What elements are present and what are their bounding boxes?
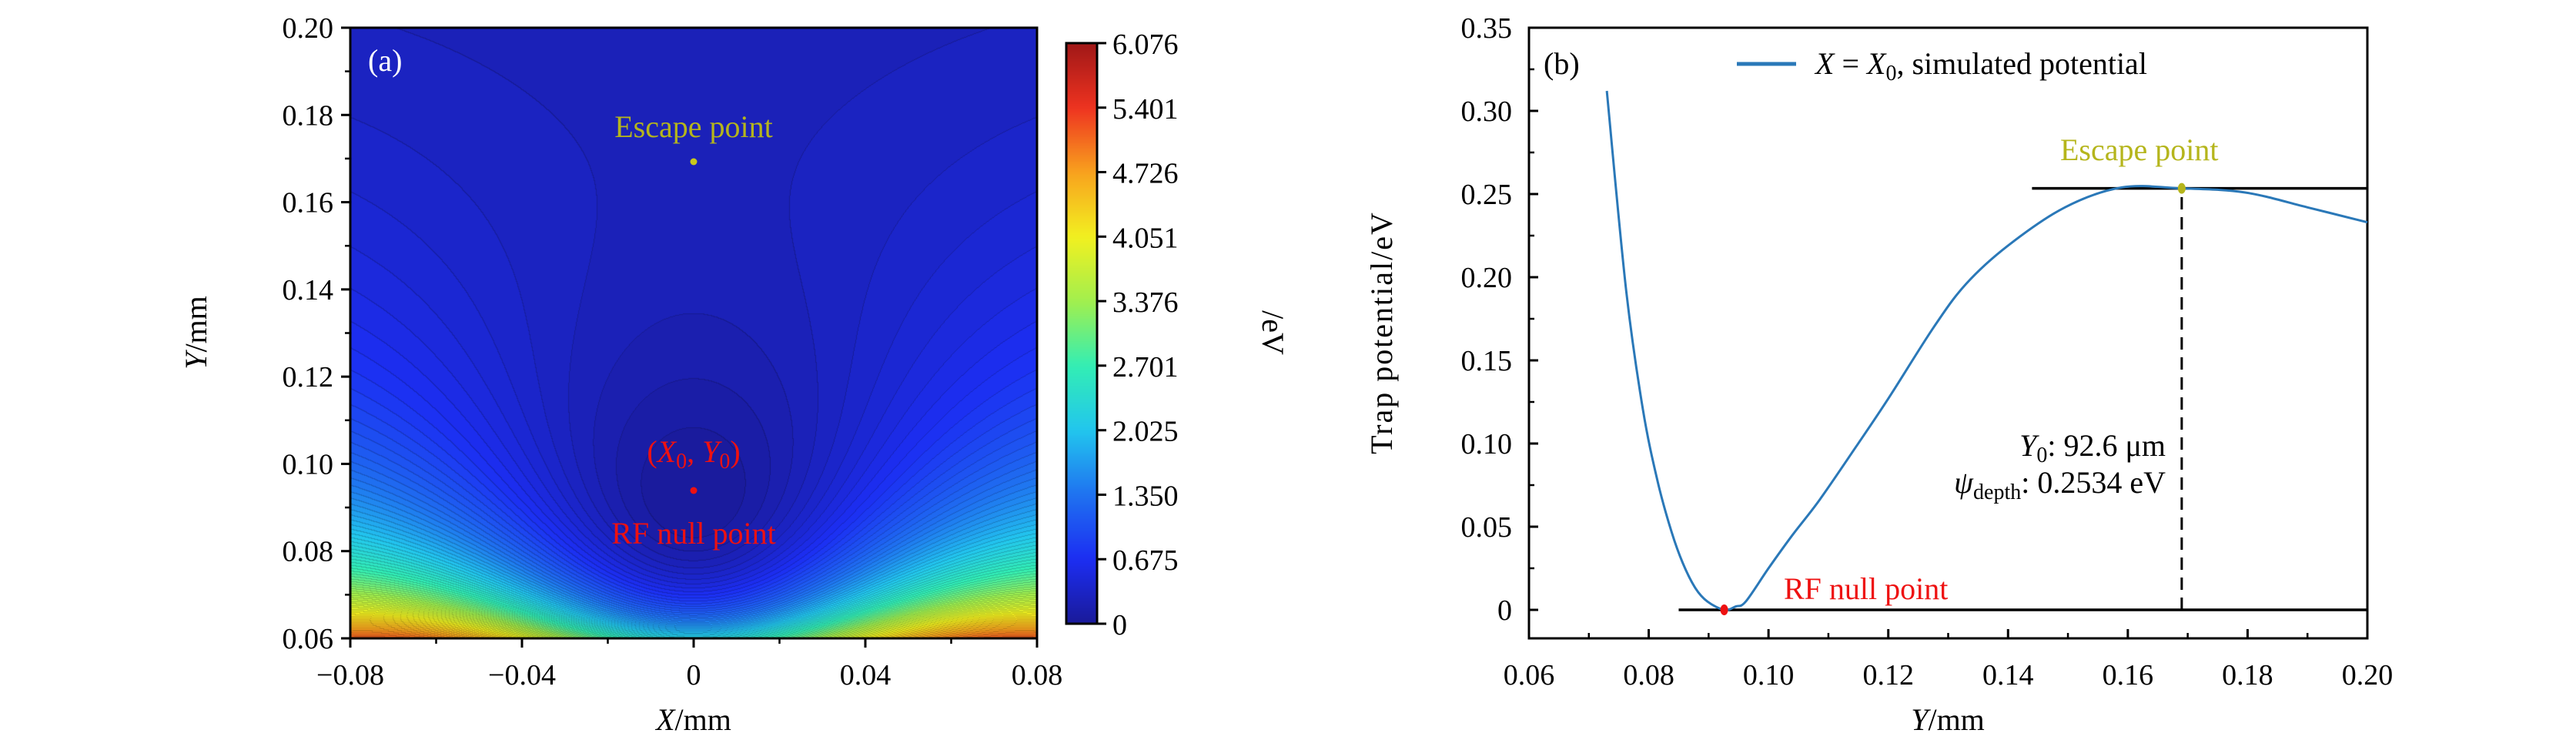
x-axis-label-b: Y/mm	[1911, 702, 1985, 737]
colorbar	[1066, 43, 1097, 624]
colorbar-label: /eV	[1256, 310, 1290, 355]
y-tick-label-a: 0.16	[283, 187, 334, 219]
y-tick-label-b: 0	[1497, 594, 1512, 627]
y-tick-label-a: 0.18	[283, 99, 334, 132]
rf-null-marker-a	[690, 487, 698, 494]
y-tick-label-b: 0.30	[1461, 95, 1513, 128]
x-tick-label-a: 0	[687, 659, 701, 691]
y-tick-label-b: 0.05	[1461, 511, 1513, 544]
x-tick-label-b: 0.20	[2342, 659, 2394, 691]
panel-a-ticks: −0.08 −0.04 0 0.04 0.08 0.06 0.08 0.10 0.12 0.14 0…	[283, 12, 1063, 691]
x-axis-label-a: X/mm	[654, 702, 731, 737]
escape-point-label-b: Escape point	[2060, 132, 2219, 167]
x-tick-label-b: 0.16	[2103, 659, 2154, 691]
rf-null-label-a: RF null point	[611, 516, 775, 551]
x-tick-label-a: −0.04	[488, 659, 556, 691]
x-tick-label-b: 0.12	[1862, 659, 1914, 691]
colorbar-tick-label: 2.701	[1112, 351, 1179, 383]
panel-b-label: (b)	[1544, 46, 1580, 81]
depth-annotation: ψdepth: 0.2534 eV	[1954, 465, 2166, 504]
colorbar-tick-label: 2.025	[1112, 416, 1179, 448]
y-tick-label-a: 0.08	[283, 536, 334, 568]
colorbar-tick-label: 4.726	[1112, 158, 1179, 190]
x-tick-label-a: 0.08	[1012, 659, 1063, 691]
colorbar-tick-label: 0.675	[1112, 544, 1179, 577]
colorbar-frame	[1065, 42, 1099, 625]
y-tick-label-a: 0.12	[283, 361, 334, 393]
x-tick-label-a: 0.04	[840, 659, 892, 691]
colorbar-tick-label: 6.076	[1112, 28, 1179, 61]
y-tick-label-a: 0.06	[283, 623, 334, 655]
legend-entry: X = X0, simulated potential	[1814, 46, 2147, 85]
escape-point-marker-a	[690, 158, 698, 166]
x-tick-label-b: 0.06	[1504, 659, 1555, 691]
x-tick-label-a: −0.08	[316, 659, 384, 691]
series-line	[1605, 90, 2368, 611]
panel-b-ticks: 0.06 0.08 0.10 0.12 0.14 0.16 0.18 0.20 0 0.05 0.1…	[1461, 12, 2394, 691]
panel-b-plot	[1605, 90, 2368, 615]
panel-a: −0.08 −0.04 0 0.04 0.08 0.06 0.08 0.10 0.12 0.14 0…	[179, 12, 1290, 737]
y-tick-label-b: 0.20	[1461, 262, 1513, 294]
x0y0-label: (X0, Y0)	[647, 434, 740, 474]
panel-b-frame	[1527, 26, 2369, 640]
x-tick-label-b: 0.10	[1743, 659, 1795, 691]
colorbar-tick-label: 0	[1112, 609, 1127, 641]
x-tick-label-b: 0.14	[1982, 659, 2034, 691]
x-tick-label-b: 0.08	[1623, 659, 1674, 691]
y-tick-label-a: 0.20	[283, 12, 334, 45]
y-axis-label-a: Y/mm	[179, 296, 213, 370]
colorbar-ticks: 0 0.675 1.350 2.025 2.701 3.376 4.051 4.726 5.40…	[1097, 28, 1179, 641]
y-tick-label-b: 0.35	[1461, 12, 1513, 45]
x-tick-label-b: 0.18	[2222, 659, 2273, 691]
escape-marker-b	[2177, 182, 2186, 194]
panel-b: 0.06 0.08 0.10 0.12 0.14 0.16 0.18 0.20 0 0.05 0.1…	[1364, 12, 2393, 737]
y-axis-label-b: Trap potential/eV	[1364, 211, 1399, 454]
y-tick-label-b: 0.15	[1461, 345, 1513, 377]
y-tick-label-a: 0.14	[283, 274, 334, 306]
colorbar-tick-label: 1.350	[1112, 480, 1179, 512]
colorbar-tick-label: 4.051	[1112, 222, 1179, 254]
panel-a-label: (a)	[368, 43, 402, 78]
y-tick-label-b: 0.25	[1461, 179, 1513, 211]
rf-null-marker-b	[1720, 604, 1728, 615]
escape-point-label-a: Escape point	[614, 109, 773, 144]
colorbar-tick-label: 5.401	[1112, 93, 1179, 126]
y-tick-label-b: 0.10	[1461, 428, 1513, 460]
y-tick-label-a: 0.10	[283, 448, 334, 480]
rf-null-label-b: RF null point	[1784, 571, 1948, 606]
y0-annotation: Y0: 92.6 μm	[2019, 428, 2166, 467]
heatmap	[350, 28, 1037, 638]
colorbar-tick-label: 3.376	[1112, 286, 1179, 319]
